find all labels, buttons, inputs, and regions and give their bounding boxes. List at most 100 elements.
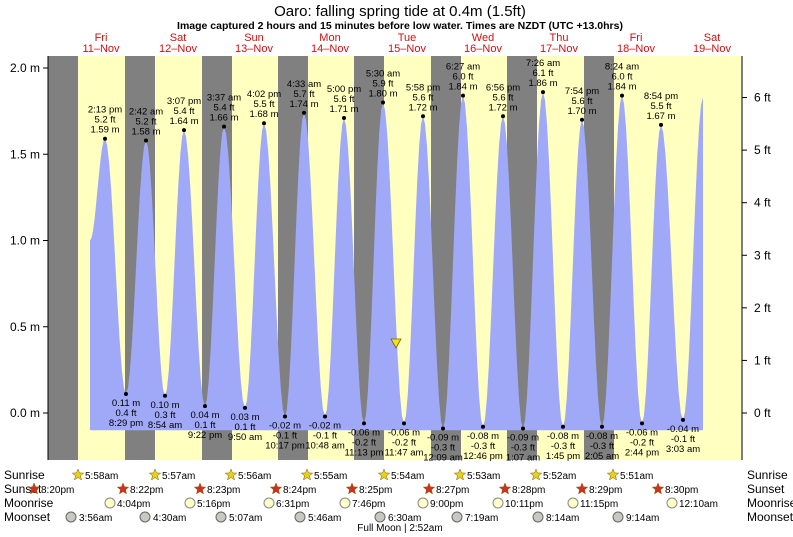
sunrise-icon [300,468,314,481]
sunrise-icon [71,468,85,481]
extreme-feet: 6.0 ft [452,72,473,83]
moonrise-icon [666,497,678,509]
moonrise-icon [263,497,275,509]
extreme-feet: -0.2 ft [352,437,377,448]
sunrise-time: 5:53am [467,471,500,482]
extreme-time: 3:07 pm [167,96,201,107]
extreme-metres: 0.03 m [230,412,259,423]
extreme-time: 4:02 pm [247,89,281,100]
moonset-icon [612,511,624,523]
moonrise-icon [184,497,196,509]
extreme-point [681,417,685,422]
day-name: Sat [170,32,187,44]
row-label-right: Moonrise [747,496,793,510]
extreme-point [501,114,505,119]
moonset-time: 5:46am [308,513,341,524]
extreme-time: 6:27 am [446,62,480,73]
extreme-feet: 0.3 ft [154,410,175,421]
sunset-icon [345,482,359,495]
extreme-metres: 1.74 m [289,99,318,110]
sunset-icon [498,482,512,495]
extreme-metres: 0.11 m [112,398,140,409]
sunset-icon [27,482,41,495]
extreme-metres: -0.06 m [388,427,420,438]
extreme-point [620,93,624,98]
extreme-time: 10:48 am [305,440,345,451]
ft-tick-label: 2 ft [754,301,771,315]
extreme-metres: -0.02 m [269,420,301,431]
sunrise-time: 5:52am [543,471,576,482]
extreme-point [182,128,186,133]
extreme-point [163,393,167,398]
extreme-metres: -0.08 m [586,431,618,442]
extreme-point [402,421,406,426]
row-label-right: Moonset [747,510,793,524]
extreme-time: 9:22 pm [188,430,222,441]
ft-tick-label: 0 ft [754,406,771,420]
moonrise-time: 4:04pm [117,499,150,510]
day-date: 18–Nov [617,43,655,55]
day-name: Thu [550,32,569,44]
ft-tick-label: 5 ft [754,143,771,157]
extreme-feet: 5.5 ft [253,99,274,110]
extreme-time: 3:03 am [666,444,700,455]
sunset-icon [116,482,130,495]
extreme-point [283,414,287,419]
sunset-time: 8:27pm [436,485,469,496]
extreme-metres: -0.08 m [547,431,579,442]
extreme-time: 8:54 am [148,420,182,431]
current-level-marker [390,338,402,349]
extreme-point [381,100,385,105]
moonset-time: 9:14am [626,513,659,524]
extreme-feet: 5.2 ft [94,115,115,126]
moonrise-time: 12:10am [679,499,718,510]
day-name: Tue [398,32,417,44]
night-band-1 [48,56,78,460]
extreme-metres: 1.84 m [448,82,477,93]
row-label-left: Sunrise [4,468,45,482]
extreme-feet: 6.1 ft [532,68,553,79]
day-labels: Fri11–NovSat12–NovSun13–NovMon14–NovTue1… [82,32,731,55]
moonset-time: 3:56am [79,513,112,524]
extreme-time: 2:44 pm [625,447,659,458]
current-level-triangle [390,338,402,349]
sunset-time: 8:20pm [41,485,74,496]
extreme-time: 12:46 pm [463,451,503,462]
row-label-left: Moonrise [4,496,54,510]
day-date: 13–Nov [235,43,273,55]
extreme-metres: 1.72 m [408,102,437,113]
extreme-time: 5:58 pm [406,82,440,93]
chart-title: Oaro: falling spring tide at 0.4m (1.5ft… [274,3,526,20]
sunset-time: 8:22pm [130,485,163,496]
extreme-point [640,421,644,426]
day-date: 11–Nov [82,43,120,55]
moonset-icon [374,511,386,523]
sunrise-time: 5:58am [85,471,118,482]
moonrise-time: 11:15pm [580,499,618,510]
extreme-point [203,404,207,409]
extreme-time: 5:30 am [366,69,400,80]
moon-phase: Full Moon | 2:52am [357,523,442,534]
day-name: Fri [95,32,108,44]
extreme-time: 6:56 pm [486,82,520,93]
extreme-metres: 1.70 m [567,106,596,117]
extreme-point [600,424,604,429]
extreme-feet: -0.1 ft [671,434,696,445]
extreme-feet: -0.3 ft [431,443,456,454]
moonset-time: 4:30am [153,513,186,524]
sunset-time: 8:25pm [359,485,392,496]
y-axes: 0.0 m 0.5 m 1.0 m 1.5 m 2.0 m 0 ft 1 ft 2 ft 3 f… [10,56,771,460]
day-name: Wed [472,32,494,44]
extreme-metres: -0.09 m [427,433,459,444]
extreme-feet: 5.2 ft [135,116,156,127]
sunset-icon [575,482,589,495]
extreme-feet: 0.1 ft [234,422,255,433]
sunset-time: 8:23pm [207,485,240,496]
extreme-time: 1:45 pm [546,451,580,462]
extreme-time: 2:05 am [585,451,619,462]
ft-tick-label: 4 ft [754,196,771,210]
sunrise-time: 5:56am [238,471,271,482]
moonrise-time: 9:00pm [430,499,463,510]
extreme-feet: 5.6 ft [492,92,513,103]
moonrise-time: 6:31pm [276,499,309,510]
